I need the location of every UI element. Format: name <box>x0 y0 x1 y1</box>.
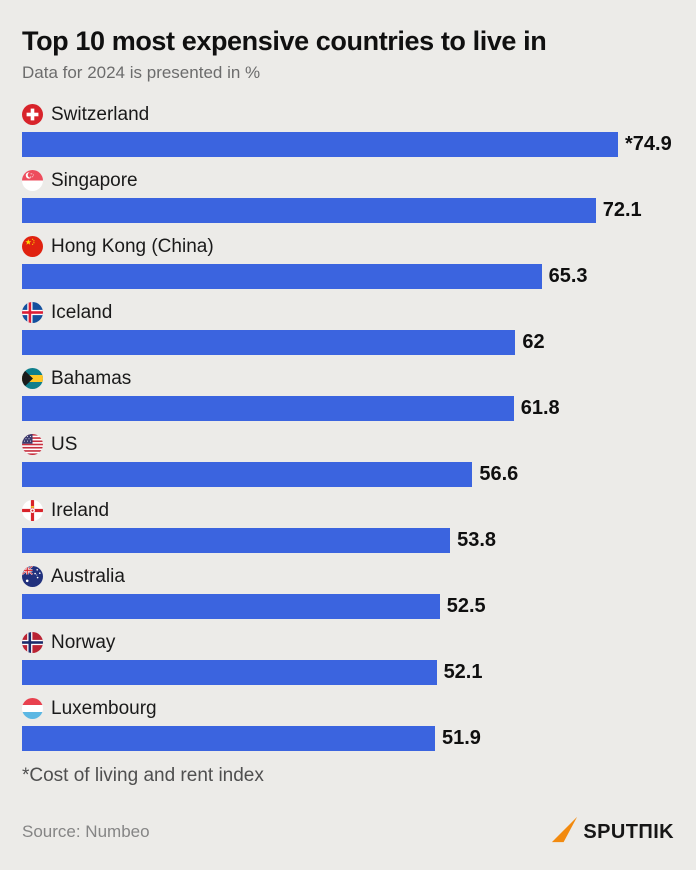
iceland-flag-icon <box>22 302 43 324</box>
value-label: 61.8 <box>520 397 560 420</box>
bar-line: 61.8 <box>22 395 674 421</box>
row-label: Luxembourg <box>22 697 674 721</box>
value-label: 56.6 <box>479 463 519 486</box>
country-label: US <box>51 434 78 456</box>
row-label: Norway <box>22 631 674 655</box>
bar-line: 53.8 <box>22 527 674 553</box>
sputnik-logo: SPUTΠIK <box>551 816 674 848</box>
country-label: Norway <box>51 632 116 654</box>
value-bar <box>22 197 596 223</box>
country-label: Iceland <box>51 302 113 324</box>
row-label: Australia <box>22 565 674 589</box>
value-label: 53.8 <box>457 529 497 552</box>
country-label: Singapore <box>51 170 138 192</box>
chart-row: Norway 52.1 <box>22 631 674 685</box>
value-bar <box>22 527 451 553</box>
value-label: 52.5 <box>446 595 486 618</box>
china-flag-icon <box>22 236 43 258</box>
country-label: Switzerland <box>51 104 150 126</box>
chart-row: Ireland 53.8 <box>22 499 674 553</box>
chart-row: Australia 52.5 <box>22 565 674 619</box>
value-bar <box>22 593 440 619</box>
bahamas-flag-icon <box>22 368 43 390</box>
bar-line: 52.1 <box>22 659 674 685</box>
bar-line: 62 <box>22 329 674 355</box>
value-label: 72.1 <box>602 199 642 222</box>
row-label: Singapore <box>22 169 674 193</box>
singapore-flag-icon <box>22 170 43 192</box>
bar-line: 72.1 <box>22 197 674 223</box>
chart-row: Luxembourg 51.9 <box>22 697 674 751</box>
norway-flag-icon <box>22 632 43 654</box>
chart-row: Iceland 62 <box>22 301 674 355</box>
value-label: *74.9 <box>625 133 672 156</box>
country-label: Hong Kong (China) <box>51 236 214 258</box>
sputnik-arrow-icon <box>551 816 578 848</box>
value-label: 51.9 <box>441 727 481 750</box>
footer: Source: Numbeo SPUTΠIK <box>22 816 674 848</box>
value-bar <box>22 263 542 289</box>
value-label: 52.1 <box>443 661 483 684</box>
sputnik-wordmark: SPUTΠIK <box>583 820 674 843</box>
bar-line: 52.5 <box>22 593 674 619</box>
bar-line: *74.9 <box>22 131 674 157</box>
value-label: 62 <box>522 331 545 354</box>
chart-footnote: *Cost of living and rent index <box>22 764 264 786</box>
country-label: Australia <box>51 566 125 588</box>
source-label: Source: Numbeo <box>22 822 150 841</box>
row-label: Bahamas <box>22 367 674 391</box>
northern-ireland-flag-icon <box>22 500 43 522</box>
chart-row: Singapore 72.1 <box>22 169 674 223</box>
australia-flag-icon <box>22 566 43 588</box>
value-bar <box>22 659 437 685</box>
chart-rows: Switzerland *74.9 Singapore 72.1 Hong Ko… <box>22 103 674 751</box>
value-bar <box>22 395 514 421</box>
country-label: Bahamas <box>51 368 132 390</box>
row-label: US <box>22 433 674 457</box>
value-label: 65.3 <box>548 265 588 288</box>
country-label: Luxembourg <box>51 698 157 720</box>
country-label: Ireland <box>51 500 110 522</box>
row-label: Ireland <box>22 499 674 523</box>
bar-line: 56.6 <box>22 461 674 487</box>
us-flag-icon <box>22 434 43 456</box>
value-bar <box>22 461 473 487</box>
luxembourg-flag-icon <box>22 698 43 720</box>
chart-row: Hong Kong (China) 65.3 <box>22 235 674 289</box>
value-bar <box>22 131 618 157</box>
bar-line: 51.9 <box>22 725 674 751</box>
value-bar <box>22 725 435 751</box>
row-label: Iceland <box>22 301 674 325</box>
value-bar <box>22 329 516 355</box>
page-subtitle: Data for 2024 is presented in % <box>22 63 261 83</box>
row-label: Hong Kong (China) <box>22 235 674 259</box>
chart-row: Switzerland *74.9 <box>22 103 674 157</box>
chart-row: Bahamas 61.8 <box>22 367 674 421</box>
row-label: Switzerland <box>22 103 674 127</box>
page-title: Top 10 most expensive countries to live … <box>22 26 547 56</box>
bar-line: 65.3 <box>22 263 674 289</box>
chart-row: US 56.6 <box>22 433 674 487</box>
switzerland-flag-icon <box>22 104 43 126</box>
